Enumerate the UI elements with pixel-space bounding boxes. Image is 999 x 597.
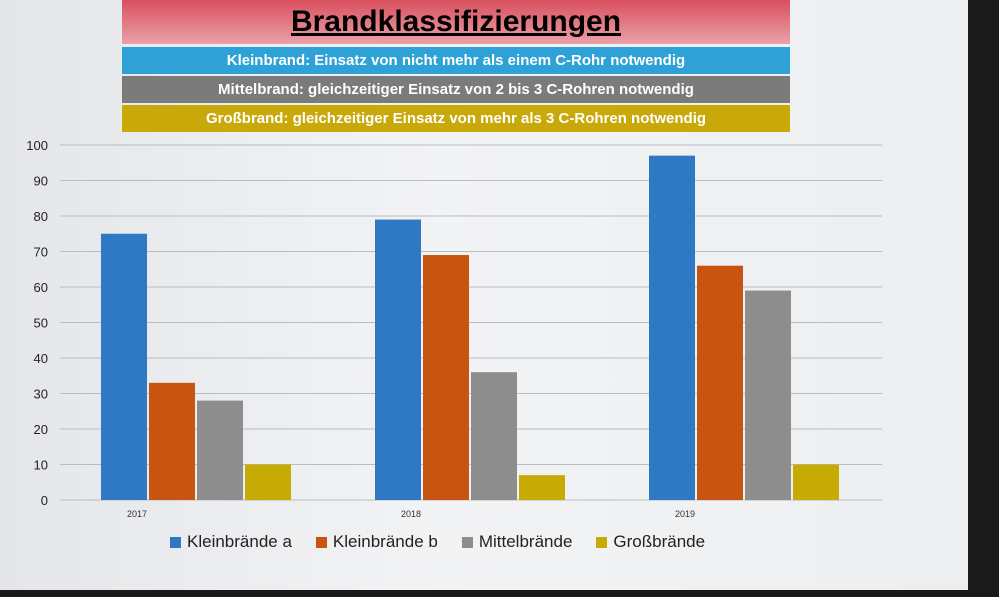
bar bbox=[519, 475, 565, 500]
y-tick-label: 70 bbox=[34, 245, 48, 260]
bar bbox=[471, 372, 517, 500]
y-tick-label: 90 bbox=[34, 174, 48, 189]
y-tick-label: 0 bbox=[41, 493, 48, 508]
y-tick-label: 50 bbox=[34, 316, 48, 331]
bar bbox=[649, 155, 695, 500]
bar bbox=[197, 400, 243, 500]
bar bbox=[149, 382, 195, 500]
legend-label: Mittelbrände bbox=[478, 532, 573, 551]
y-tick-label: 30 bbox=[34, 387, 48, 402]
legend-swatch bbox=[461, 536, 473, 548]
legend-item: Mittelbrände bbox=[461, 532, 573, 552]
bar bbox=[793, 464, 839, 500]
title-banner: Brandklassifizierungen bbox=[122, 0, 790, 44]
x-tick-label: 2017 bbox=[127, 509, 147, 519]
bar bbox=[101, 233, 147, 500]
x-tick-label: 2018 bbox=[401, 509, 421, 519]
legend-swatch bbox=[596, 536, 608, 548]
legend-swatch bbox=[315, 536, 327, 548]
bar bbox=[245, 464, 291, 500]
bar bbox=[423, 255, 469, 500]
bar bbox=[375, 219, 421, 501]
definition-grossbrand: Großbrand: gleichzeitiger Einsatz von me… bbox=[122, 105, 790, 132]
legend-label: Kleinbrände a bbox=[187, 532, 292, 551]
bar bbox=[745, 290, 791, 500]
x-tick-label: 2019 bbox=[675, 509, 695, 519]
y-tick-label: 100 bbox=[26, 138, 48, 153]
page-title: Brandklassifizierungen bbox=[290, 5, 622, 38]
bar bbox=[697, 265, 743, 500]
legend-item: Kleinbrände b bbox=[315, 532, 438, 552]
bar-chart: 0 10 20 30 40 50 60 70 80 90 100 2017 2018 2019 bbox=[26, 138, 882, 519]
y-tick-label: 80 bbox=[34, 209, 48, 224]
legend-item: Großbrände bbox=[596, 532, 705, 552]
y-tick-label: 40 bbox=[34, 351, 48, 366]
legend-label: Großbrände bbox=[613, 532, 706, 551]
definition-kleinbrand: Kleinbrand: Einsatz von nicht mehr als e… bbox=[122, 47, 790, 74]
y-tick-label: 20 bbox=[34, 422, 48, 437]
legend-item: Kleinbrände a bbox=[170, 532, 292, 552]
y-tick-label: 60 bbox=[34, 280, 48, 295]
legend-swatch bbox=[170, 536, 181, 548]
projection-screen: Brandklassifizierungen Kleinbrand: Einsa… bbox=[0, 0, 968, 590]
legend-label: Kleinbrände b bbox=[332, 532, 438, 551]
y-tick-label: 10 bbox=[34, 458, 48, 473]
definition-mittelbrand: Mittelbrand: gleichzeitiger Einsatz von … bbox=[122, 76, 790, 103]
legend: Kleinbrände a Kleinbrände b Mittelbrände… bbox=[170, 532, 705, 552]
